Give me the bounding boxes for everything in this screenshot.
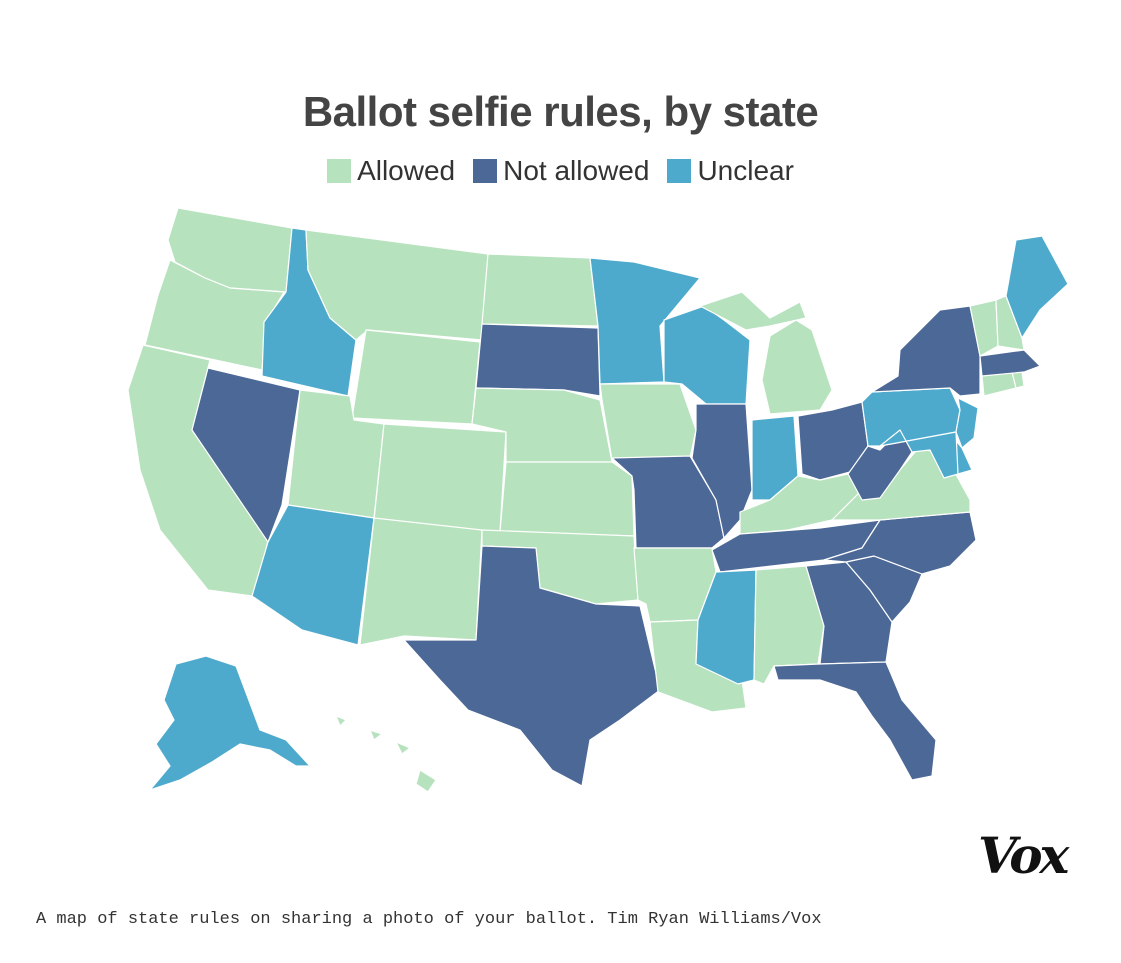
- legend-item-not-allowed: Not allowed: [473, 155, 649, 187]
- legend-swatch-not-allowed: [473, 159, 498, 183]
- state-HI-1[interactable]: [415, 769, 437, 793]
- legend-item-unclear: Unclear: [667, 155, 794, 187]
- state-HI-3[interactable]: [369, 729, 383, 741]
- vox-logo: Vox: [978, 826, 1069, 885]
- state-MN[interactable]: [589, 257, 701, 385]
- state-SD[interactable]: [475, 323, 601, 397]
- legend-swatch-allowed: [327, 159, 352, 183]
- legend: Allowed Not allowed Unclear: [0, 155, 1121, 187]
- state-TX[interactable]: [403, 545, 661, 787]
- state-MA[interactable]: [979, 349, 1041, 377]
- state-HI-4[interactable]: [335, 715, 347, 727]
- state-MD[interactable]: [879, 429, 959, 479]
- state-NJ[interactable]: [955, 397, 979, 449]
- state-ME[interactable]: [1005, 235, 1069, 339]
- legend-label-not-allowed: Not allowed: [503, 155, 650, 186]
- state-NM[interactable]: [359, 517, 483, 646]
- state-MI-up[interactable]: [699, 291, 807, 331]
- state-IL[interactable]: [691, 403, 753, 539]
- state-NV[interactable]: [191, 367, 301, 543]
- state-HI-2[interactable]: [395, 741, 411, 755]
- legend-label-unclear: Unclear: [697, 155, 794, 186]
- state-IA[interactable]: [599, 383, 697, 461]
- state-ND[interactable]: [481, 253, 599, 327]
- state-MI[interactable]: [761, 319, 833, 415]
- state-NH[interactable]: [995, 295, 1025, 351]
- state-KS[interactable]: [499, 461, 635, 537]
- caption: A map of state rules on sharing a photo …: [36, 910, 822, 929]
- state-AK[interactable]: [149, 655, 311, 791]
- legend-swatch-unclear: [667, 159, 692, 183]
- state-CO[interactable]: [373, 423, 507, 533]
- state-WY[interactable]: [351, 329, 481, 425]
- legend-item-allowed: Allowed: [327, 155, 455, 187]
- map-title: Ballot selfie rules, by state: [302, 88, 819, 135]
- state-NY[interactable]: [871, 305, 981, 397]
- state-FL[interactable]: [773, 661, 937, 781]
- legend-label-allowed: Allowed: [357, 155, 456, 186]
